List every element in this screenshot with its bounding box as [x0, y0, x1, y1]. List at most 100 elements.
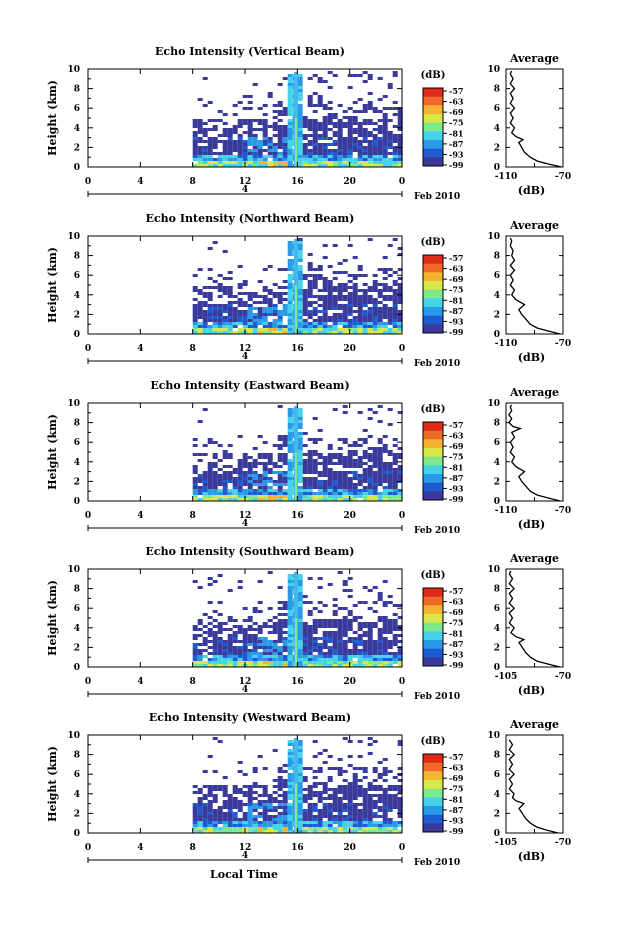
- heatmap-cell: [307, 486, 313, 489]
- heatmap-cell: [397, 310, 403, 313]
- heatmap-cell: [307, 830, 313, 833]
- heatmap-cell: [367, 131, 373, 134]
- heatmap-cell: [257, 316, 263, 319]
- heatmap-cell: [272, 791, 278, 794]
- heatmap-cell: [247, 824, 253, 827]
- heatmap-cell: [387, 631, 393, 634]
- heatmap-cell: [257, 474, 263, 477]
- heatmap-cell: [397, 743, 403, 746]
- heatmap-cell: [387, 803, 393, 806]
- heatmap-cell: [212, 471, 218, 474]
- heatmap-cell: [347, 595, 353, 598]
- heatmap-cell: [327, 447, 333, 450]
- heatmap-cell: [247, 310, 253, 313]
- heatmap-cell: [312, 498, 318, 501]
- heatmap-cell: [282, 809, 288, 812]
- heatmap-cell: [237, 146, 243, 149]
- heatmap-cell: [337, 453, 343, 456]
- heatmap-cell: [247, 316, 253, 319]
- heatmap-cell: [252, 649, 258, 652]
- heatmap-cell: [322, 761, 328, 764]
- heatmap-cell: [392, 134, 398, 137]
- date-day-label: 4: [242, 851, 248, 861]
- heatmap-cell: [272, 625, 278, 628]
- heatmap-cell: [362, 328, 368, 331]
- heatmap-cell: [192, 289, 198, 292]
- heatmap-cell: [202, 325, 208, 328]
- heatmap-cell: [367, 143, 373, 146]
- heatmap-cell: [397, 797, 403, 800]
- heatmap-cell: [337, 152, 343, 155]
- heatmap-cell: [287, 429, 293, 432]
- heatmap-cell: [302, 818, 308, 821]
- heatmap-cell: [267, 661, 273, 664]
- heatmap-cell: [277, 785, 283, 788]
- heatmap-cell: [312, 417, 318, 420]
- heatmap-cell: [202, 292, 208, 295]
- heatmap-cell: [282, 619, 288, 622]
- heatmap-cell: [202, 104, 208, 107]
- heatmap-cell: [397, 468, 403, 471]
- heatmap-cell: [352, 604, 358, 607]
- heatmap-cell: [322, 119, 328, 122]
- heatmap-cell: [387, 146, 393, 149]
- heatmap-cell: [312, 441, 318, 444]
- heatmap-cell: [302, 664, 308, 667]
- heatmap-cell: [212, 788, 218, 791]
- heatmap-cell: [212, 619, 218, 622]
- y-tick-label: 0: [74, 163, 80, 173]
- heatmap-cell: [297, 806, 303, 809]
- heatmap-cell: [267, 95, 273, 98]
- heatmap-cell: [237, 471, 243, 474]
- heatmap-cell: [392, 161, 398, 164]
- heatmap-cell: [267, 152, 273, 155]
- heatmap-cell: [297, 477, 303, 480]
- heatmap-cell: [202, 785, 208, 788]
- heatmap-cell: [222, 483, 228, 486]
- heatmap-cell: [312, 280, 318, 283]
- heatmap-cell: [317, 149, 323, 152]
- heatmap-cell: [212, 477, 218, 480]
- y-tick-label: 2: [74, 643, 80, 653]
- heatmap-cell: [262, 489, 268, 492]
- heatmap-cell: [337, 489, 343, 492]
- heatmap-cell: [287, 495, 293, 498]
- heatmap: [192, 737, 403, 833]
- heatmap-cell: [207, 616, 213, 619]
- heatmap-cell: [382, 661, 388, 664]
- heatmap-cell: [287, 468, 293, 471]
- heatmap-cell: [297, 77, 303, 80]
- heatmap-cell: [362, 492, 368, 495]
- colorbar-segment: [423, 762, 443, 772]
- heatmap-cell: [252, 447, 258, 450]
- heatmap-cell: [282, 797, 288, 800]
- heatmap-cell: [242, 637, 248, 640]
- heatmap-cell: [247, 797, 253, 800]
- y-tick-label: 0: [74, 663, 80, 673]
- heatmap-cell: [387, 462, 393, 465]
- heatmap-cell: [257, 453, 263, 456]
- heatmap-cell: [352, 277, 358, 280]
- heatmap-cell: [337, 785, 343, 788]
- date-day-label: 4: [242, 519, 248, 529]
- heatmap-cell: [332, 152, 338, 155]
- heatmap-cell: [312, 468, 318, 471]
- x-tick-label: 0: [85, 677, 91, 687]
- heatmap-cell: [347, 286, 353, 289]
- heatmap-cell: [337, 788, 343, 791]
- y-axis-label: Height (km): [46, 746, 59, 822]
- heatmap-cell: [377, 598, 383, 601]
- heatmap-cell: [362, 776, 368, 779]
- heatmap-cell: [207, 140, 213, 143]
- heatmap-cell: [242, 652, 248, 655]
- heatmap-cell: [397, 803, 403, 806]
- heatmap-cell: [322, 146, 328, 149]
- heatmap-cell: [222, 489, 228, 492]
- heatmap-cell: [227, 646, 233, 649]
- heatmap-cell: [222, 164, 228, 167]
- heatmap-cell: [242, 824, 248, 827]
- heatmap-cell: [237, 649, 243, 652]
- heatmap-cell: [367, 631, 373, 634]
- heatmap-cell: [302, 301, 308, 304]
- heatmap-cell: [287, 598, 293, 601]
